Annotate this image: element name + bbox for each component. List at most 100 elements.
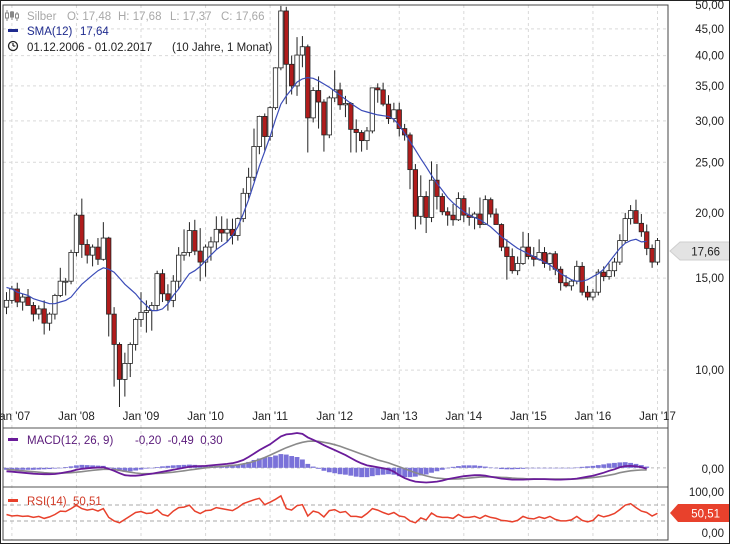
candle-body xyxy=(611,261,618,272)
macd-histogram-bar xyxy=(117,467,122,471)
macd-histogram-bar xyxy=(41,467,47,470)
macd-histogram-bar xyxy=(547,467,553,469)
time-tick-label: Jan '07 xyxy=(0,411,30,423)
candle-body xyxy=(208,241,214,248)
macd-histogram-bar xyxy=(531,467,537,469)
candle-body xyxy=(552,253,558,270)
macd-histogram-bar xyxy=(251,459,257,468)
candle-body xyxy=(364,130,370,142)
candle-body xyxy=(68,252,74,282)
candle-body xyxy=(337,89,343,106)
candle-body xyxy=(601,271,607,278)
candle-body xyxy=(192,230,198,252)
macd-histogram-bar xyxy=(74,465,79,468)
candle-body xyxy=(133,319,139,345)
sma-line xyxy=(6,76,647,312)
candle-body xyxy=(262,115,268,137)
time-tick-label: Jan '14 xyxy=(445,411,482,423)
candle-body xyxy=(127,344,133,364)
close-value: C: 17,66 xyxy=(221,11,264,23)
time-tick-label: Jan '13 xyxy=(381,411,418,423)
macd-histogram-bar xyxy=(256,458,262,468)
sma-legend-value: 17,64 xyxy=(80,26,109,38)
candle-body xyxy=(541,252,548,264)
price-tick-label: 45,00 xyxy=(695,24,724,36)
candle-body xyxy=(654,240,661,263)
macd-histogram-bar xyxy=(9,467,15,470)
macd-histogram-bar xyxy=(617,462,623,468)
price-tick-label: 10,00 xyxy=(695,365,724,377)
time-tick-label: Jan '10 xyxy=(187,411,224,423)
candle-body xyxy=(590,291,596,298)
candle-body xyxy=(584,291,591,298)
macd-histogram-bar xyxy=(63,467,69,468)
macd-histogram-bar xyxy=(450,466,456,468)
macd-histogram-bar xyxy=(375,467,381,476)
macd-histogram-bar xyxy=(90,465,95,468)
candle-body xyxy=(353,128,359,133)
candle-body xyxy=(358,132,365,142)
macd-histogram-bar xyxy=(154,467,160,468)
candle-body xyxy=(154,273,160,306)
macd-histogram-bar xyxy=(267,457,273,468)
macd-histogram-bar xyxy=(170,465,176,468)
macd-histogram-bar xyxy=(364,467,370,478)
candle-body xyxy=(439,196,445,213)
macd-histogram-bar xyxy=(52,467,58,469)
candle-body xyxy=(525,246,531,257)
macd-histogram-bar xyxy=(203,465,208,468)
macd-histogram-bar xyxy=(429,467,434,473)
candle-body xyxy=(299,46,306,56)
candle-body xyxy=(197,250,203,263)
rsi-badge: 50,51 xyxy=(670,504,730,522)
macd-histogram-bar xyxy=(445,467,451,469)
macd-histogram-bar xyxy=(504,467,510,470)
candle-body xyxy=(558,268,564,284)
candlestick-icon xyxy=(5,10,19,21)
candle-body xyxy=(428,179,435,218)
rsi-line xyxy=(6,494,658,524)
candle-body xyxy=(574,265,580,282)
macd-histogram-bar xyxy=(396,467,402,477)
macd-histogram-bar xyxy=(235,464,241,468)
candle-body xyxy=(461,198,467,216)
price-axis: 10,00 15,00 20,00 25,00 30,00 35,00 40,00 45,00… xyxy=(695,0,724,377)
price-tick-label: 20,00 xyxy=(695,208,724,220)
candle-body xyxy=(73,214,80,253)
macd-histogram-bar xyxy=(230,465,235,468)
macd-histogram-bar xyxy=(246,461,252,468)
macd-histogram-bar xyxy=(321,467,327,471)
candle-body xyxy=(20,296,26,303)
candle-body xyxy=(143,310,149,313)
candle-body xyxy=(445,211,451,216)
macd-histogram-bar xyxy=(25,467,31,470)
macd-histogram-bar xyxy=(407,467,413,478)
macd-histogram-bar xyxy=(294,457,300,468)
candle-body xyxy=(568,280,575,287)
macd-histogram-bar xyxy=(493,467,499,469)
candle-body xyxy=(89,246,96,256)
candle-body xyxy=(283,10,289,65)
candle-body xyxy=(84,244,90,256)
price-tick-label: 30,00 xyxy=(695,116,724,128)
macd-histogram-bar xyxy=(300,459,305,468)
macd-histogram-bar xyxy=(612,462,617,468)
candle-body xyxy=(633,210,639,224)
candle-body xyxy=(186,230,193,253)
macd-histogram-bar xyxy=(380,467,386,475)
rsi-axis-top: 100,00 xyxy=(689,487,724,499)
macd-histogram-bar xyxy=(595,465,601,468)
macd-histogram-bar xyxy=(68,466,74,468)
macd-histogram-bar xyxy=(326,467,332,473)
time-tick-label: Jan '11 xyxy=(252,411,288,423)
time-tick-label: Jan '08 xyxy=(58,411,95,423)
candle-body xyxy=(79,214,85,245)
candle-body xyxy=(202,246,209,263)
candle-body xyxy=(63,280,69,283)
date-range: 01.12.2006 - 01.02.2017 xyxy=(27,42,152,54)
macd-histogram-bar xyxy=(542,467,547,469)
macd-histogram-bar xyxy=(644,466,650,468)
candle-body xyxy=(246,176,252,194)
candle-body xyxy=(644,231,650,249)
candle-body xyxy=(342,103,349,106)
